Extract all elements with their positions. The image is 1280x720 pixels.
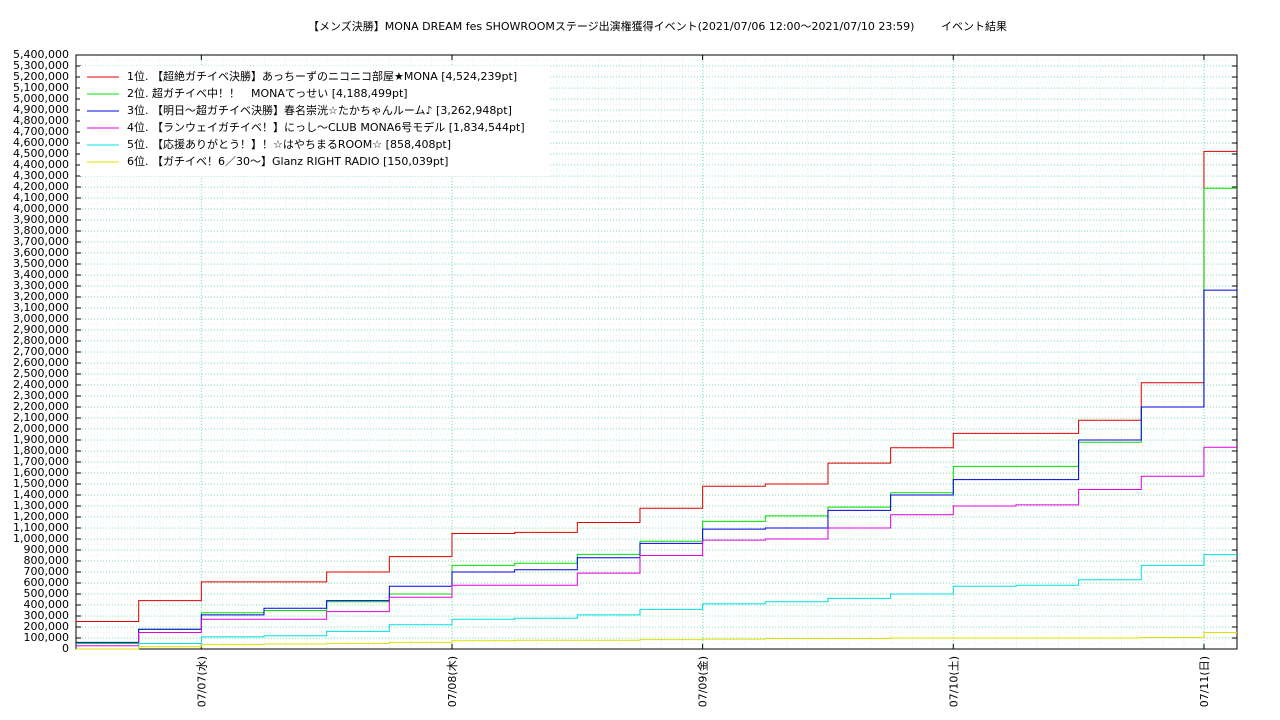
y-tick-label: 3,500,000 bbox=[13, 257, 69, 270]
y-tick-label: 500,000 bbox=[24, 587, 70, 600]
y-tick-label: 2,300,000 bbox=[13, 389, 69, 402]
legend-label: 2位. 超ガチイベ中！！ MONAてっせい [4,188,499pt] bbox=[127, 86, 408, 100]
legend-label: 4位. 【ランウェイガチイベ！】にっし〜CLUB MONA6号モデル [1,83… bbox=[127, 120, 525, 134]
y-tick-label: 4,100,000 bbox=[13, 191, 69, 204]
y-tick-label: 2,400,000 bbox=[13, 378, 69, 391]
series-line bbox=[76, 554, 1237, 650]
y-tick-label: 3,700,000 bbox=[13, 235, 69, 248]
y-tick-label: 1,600,000 bbox=[13, 466, 69, 479]
legend-label: 1位. 【超絶ガチイベ決勝】あっちーずのニコニコ部屋★MONA [4,524,2… bbox=[127, 69, 517, 83]
chart-title: 【メンズ決勝】MONA DREAM fes SHOWROOMステージ出演権獲得イ… bbox=[308, 19, 914, 33]
y-tick-label: 4,300,000 bbox=[13, 169, 69, 182]
y-tick-label: 1,700,000 bbox=[13, 455, 69, 468]
y-tick-label: 5,000,000 bbox=[13, 92, 69, 105]
y-tick-label: 1,000,000 bbox=[13, 532, 69, 545]
y-tick-label: 2,600,000 bbox=[13, 356, 69, 369]
y-tick-label: 1,500,000 bbox=[13, 477, 69, 490]
y-tick-label: 200,000 bbox=[24, 620, 70, 633]
y-tick-label: 100,000 bbox=[24, 631, 70, 644]
y-tick-label: 700,000 bbox=[24, 565, 70, 578]
legend-box bbox=[80, 66, 550, 176]
y-tick-label: 900,000 bbox=[24, 543, 70, 556]
y-tick-label: 3,400,000 bbox=[13, 268, 69, 281]
series-line bbox=[76, 289, 1237, 643]
series-line bbox=[76, 631, 1237, 650]
y-tick-label: 2,700,000 bbox=[13, 345, 69, 358]
y-tick-label: 3,600,000 bbox=[13, 246, 69, 259]
y-tick-label: 5,200,000 bbox=[13, 70, 69, 83]
series-line bbox=[76, 446, 1237, 647]
x-tick-label: 07/09(金) bbox=[696, 656, 710, 707]
y-tick-label: 5,300,000 bbox=[13, 59, 69, 72]
y-tick-label: 2,100,000 bbox=[13, 411, 69, 424]
legend-label: 5位. 【応援ありがとう！】！☆はやちまるROOM☆ [858,408pt] bbox=[127, 137, 451, 151]
x-tick-label: 07/07(水) bbox=[195, 656, 208, 707]
y-tick-label: 0 bbox=[62, 642, 69, 655]
y-tick-label: 4,500,000 bbox=[13, 147, 69, 160]
plot-frame bbox=[75, 54, 1238, 650]
y-tick-label: 5,100,000 bbox=[13, 81, 69, 94]
y-tick-label: 1,300,000 bbox=[13, 499, 69, 512]
y-tick-label: 4,400,000 bbox=[13, 158, 69, 171]
y-tick-label: 1,400,000 bbox=[13, 488, 69, 501]
y-tick-label: 3,300,000 bbox=[13, 279, 69, 292]
y-tick-label: 2,000,000 bbox=[13, 422, 69, 435]
y-tick-label: 4,600,000 bbox=[13, 136, 69, 149]
y-tick-label: 600,000 bbox=[24, 576, 70, 589]
y-tick-label: 3,900,000 bbox=[13, 213, 69, 226]
y-tick-label: 3,100,000 bbox=[13, 301, 69, 314]
y-tick-label: 2,200,000 bbox=[13, 400, 69, 413]
x-tick-label: 07/11(日) bbox=[1198, 656, 1211, 707]
y-tick-label: 4,800,000 bbox=[13, 114, 69, 127]
legend-label: 3位. 【明日〜超ガチイベ決勝】春名崇洸☆たかちゃんルーム♪ [3,262,94… bbox=[127, 103, 512, 117]
y-tick-label: 4,700,000 bbox=[13, 125, 69, 138]
y-tick-label: 3,000,000 bbox=[13, 312, 69, 325]
series-line bbox=[76, 150, 1237, 622]
y-tick-label: 3,200,000 bbox=[13, 290, 69, 303]
chart-subtitle: イベント結果 bbox=[941, 19, 1007, 33]
y-tick-label: 4,900,000 bbox=[13, 103, 69, 116]
y-tick-label: 2,900,000 bbox=[13, 323, 69, 336]
y-tick-label: 5,400,000 bbox=[13, 48, 69, 61]
y-tick-label: 1,100,000 bbox=[13, 521, 69, 534]
y-tick-label: 800,000 bbox=[24, 554, 70, 567]
y-tick-label: 1,800,000 bbox=[13, 444, 69, 457]
y-tick-label: 4,000,000 bbox=[13, 202, 69, 215]
y-tick-label: 3,800,000 bbox=[13, 224, 69, 237]
y-tick-label: 300,000 bbox=[24, 609, 70, 622]
x-tick-label: 07/10(土) bbox=[947, 656, 960, 707]
y-tick-label: 2,800,000 bbox=[13, 334, 69, 347]
legend-label: 6位. 【ガチイベ！6／30〜】Glanz RIGHT RADIO [150,0… bbox=[127, 154, 448, 168]
y-tick-label: 2,500,000 bbox=[13, 367, 69, 380]
y-tick-label: 1,200,000 bbox=[13, 510, 69, 523]
x-tick-label: 07/08(木) bbox=[446, 656, 459, 707]
y-tick-label: 1,900,000 bbox=[13, 433, 69, 446]
y-tick-label: 400,000 bbox=[24, 598, 70, 611]
y-tick-label: 4,200,000 bbox=[13, 180, 69, 193]
